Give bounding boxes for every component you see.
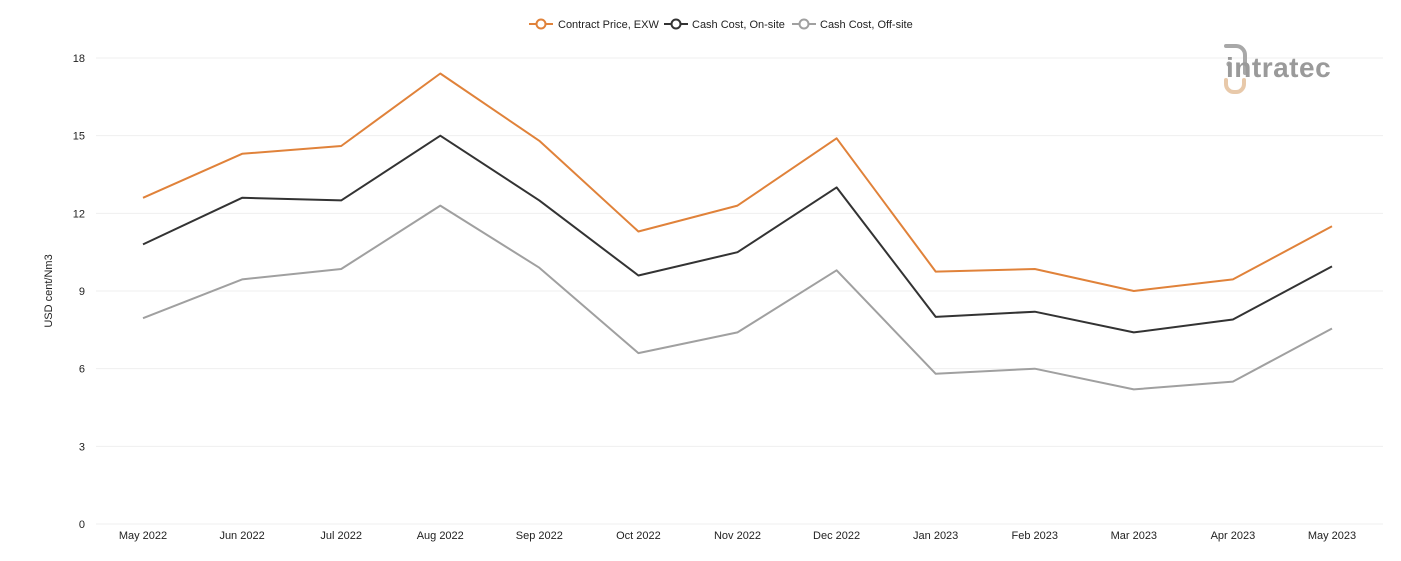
series-line[interactable]: [142, 134, 1333, 334]
x-tick-label: Jan 2023: [913, 530, 958, 542]
y-tick-label: 0: [79, 519, 85, 531]
logo-wordmark: intratec: [1226, 52, 1331, 83]
intratec-logo-icon: [1224, 44, 1247, 94]
x-axis-ticks: May 2022 Jun 2022 Jul 2022 Aug 2022 Sep 2022…: [119, 530, 1356, 542]
x-tick-label: Jun 2022: [219, 530, 264, 542]
y-tick-label: 12: [73, 208, 85, 220]
x-tick-label: Nov 2022: [714, 530, 761, 542]
x-tick-label: Jul 2022: [320, 530, 362, 542]
y-axis-title: USD cent/Nm3: [43, 254, 55, 327]
x-tick-label: Sep 2022: [516, 530, 563, 542]
legend-swatch-marker: [535, 18, 547, 30]
legend-swatch-marker: [798, 18, 810, 30]
y-axis-ticks: 0 3 6 9 12 15 18: [73, 53, 85, 531]
legend-item[interactable]: Contract Price, EXW: [529, 18, 659, 31]
legend-label: Cash Cost, On-site: [692, 19, 785, 31]
y-tick-label: 3: [79, 441, 85, 453]
legend-label: Cash Cost, Off-site: [820, 19, 913, 31]
legend-item[interactable]: Cash Cost, Off-site: [792, 18, 913, 31]
y-tick-label: 18: [73, 53, 85, 65]
legend-swatch-marker: [670, 18, 682, 30]
legend[interactable]: Contract Price, EXW Cash Cost, On-site Cas…: [529, 18, 913, 31]
x-tick-label: Dec 2022: [813, 530, 860, 542]
x-tick-label: Apr 2023: [1211, 530, 1256, 542]
x-tick-label: Mar 2023: [1111, 530, 1157, 542]
legend-item[interactable]: Cash Cost, On-site: [664, 18, 785, 31]
y-tick-label: 6: [79, 364, 85, 376]
x-tick-label: May 2023: [1308, 530, 1356, 542]
x-tick-label: Oct 2022: [616, 530, 661, 542]
series-lines: [142, 72, 1333, 391]
x-tick-label: Feb 2023: [1012, 530, 1058, 542]
series-line[interactable]: [142, 72, 1333, 292]
legend-label: Contract Price, EXW: [558, 19, 659, 31]
brand-logo: intratec: [1224, 44, 1331, 94]
series-line[interactable]: [142, 204, 1333, 391]
gridlines: [96, 57, 1383, 525]
y-tick-label: 9: [79, 286, 85, 298]
y-tick-label: 15: [73, 131, 85, 143]
x-tick-label: Aug 2022: [417, 530, 464, 542]
x-tick-label: May 2022: [119, 530, 167, 542]
